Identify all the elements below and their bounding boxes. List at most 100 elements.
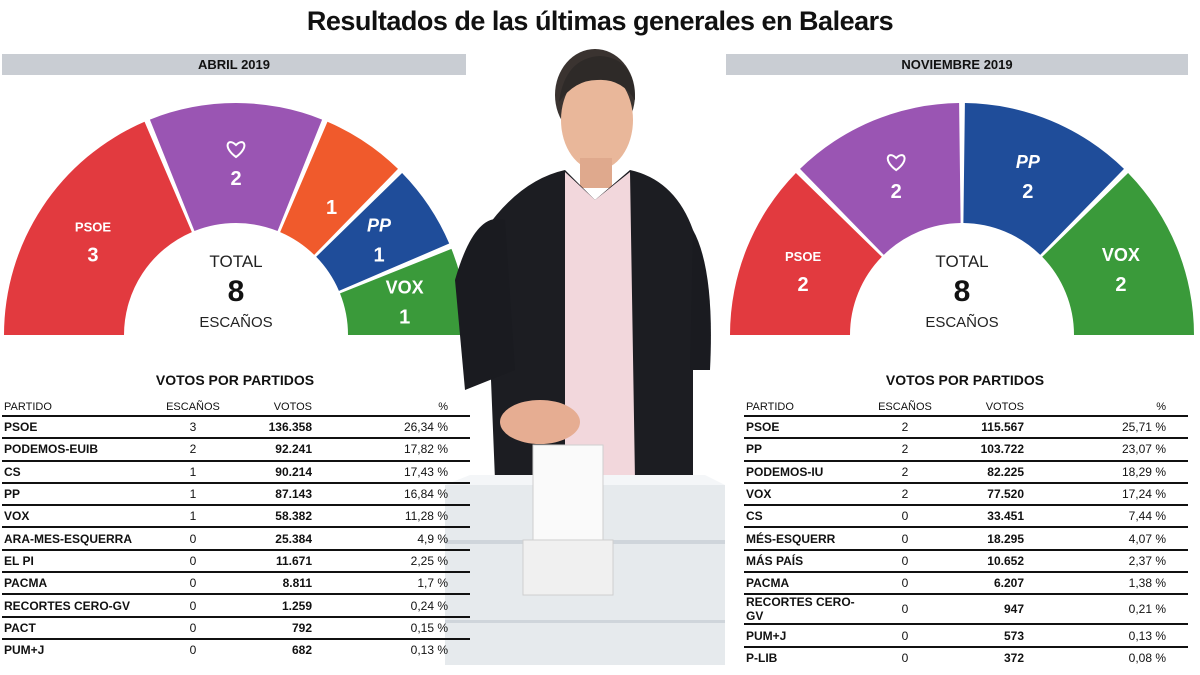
seat-segment-psoe [730, 173, 882, 335]
party-cell: PACMA [2, 571, 156, 595]
april-2019-banner: ABRIL 2019 [2, 54, 466, 75]
seat-count-label: 1 [373, 244, 384, 266]
table-row: PODEMOS-IU 2 82.225 18,29 % [744, 459, 1188, 483]
votes-cell: 11.671 [230, 548, 314, 573]
votes-cell: 947 [942, 593, 1026, 625]
seats-cell: 0 [868, 593, 942, 625]
votes-cell: 58.382 [230, 504, 314, 528]
votes-cell: 8.811 [230, 571, 314, 595]
table-row: MÁS PAÍS 0 10.652 2,37 % [744, 548, 1188, 573]
seats-cell: 2 [868, 437, 942, 461]
table-header-row: PARTIDO ESCAÑOS VOTOS % [2, 398, 470, 416]
votes-cell: 1.259 [230, 593, 314, 617]
pct-cell: 2,37 % [1026, 548, 1188, 573]
seats-column-header: ESCAÑOS [878, 400, 932, 413]
votes-cell: 573 [942, 623, 1026, 647]
table-row: ARA-MES-ESQUERRA 0 25.384 4,9 % [2, 526, 470, 550]
pct-cell: 4,9 % [314, 526, 470, 550]
votes-cell: 103.722 [942, 437, 1026, 461]
party-cell: PODEMOS-EUIB [2, 437, 156, 461]
table-header-row: PARTIDO ESCAÑOS VOTOS % [744, 398, 1188, 416]
seats-cell: 1 [156, 481, 230, 506]
pct-cell: 0,13 % [314, 637, 470, 661]
segment-label-pp: PP 1 [367, 215, 392, 266]
seats-cell: 0 [868, 526, 942, 550]
table-row: PACT 0 792 0,15 % [2, 615, 470, 639]
votes-cell: 18.295 [942, 526, 1026, 550]
table-row: RECORTES CERO-GV 0 1.259 0,24 % [2, 593, 470, 617]
party-cell: EL PI [2, 548, 156, 573]
votes-cell: 25.384 [230, 526, 314, 550]
pct-cell: 26,34 % [314, 414, 470, 439]
table-row: EL PI 0 11.671 2,25 % [2, 548, 470, 573]
pct-cell: 0,15 % [314, 615, 470, 639]
pct-cell: 0,13 % [1026, 623, 1188, 647]
segment-label-vox: VOX 2 [1102, 245, 1140, 296]
seat-count-label: 2 [891, 181, 902, 203]
party-cell: PODEMOS-IU [744, 459, 868, 483]
table-row: PACMA 0 8.811 1,7 % [2, 571, 470, 595]
table-row: Cs 1 90.214 17,43 % [2, 459, 470, 483]
vox-logo: VOX [386, 277, 424, 297]
pct-cell: 18,29 % [1026, 459, 1188, 483]
seats-label: ESCAÑOS [199, 314, 272, 331]
pct-cell: 17,24 % [1026, 481, 1188, 506]
table-row: PUM+J 0 682 0,13 % [2, 637, 470, 661]
votes-cell: 6.207 [942, 571, 1026, 595]
votes-cell: 33.451 [942, 504, 1026, 528]
pct-cell: 0,21 % [1026, 593, 1188, 625]
table-row: MÉS-ESQUERR 0 18.295 4,07 % [744, 526, 1188, 550]
table-row: VOX 2 77.520 17,24 % [744, 481, 1188, 506]
seats-cell: 0 [156, 548, 230, 573]
seat-count-label: 2 [1022, 181, 1033, 203]
table-row: VOX 1 58.382 11,28 % [2, 504, 470, 528]
votes-cell: 115.567 [942, 414, 1026, 439]
total-label: TOTAL [935, 252, 988, 271]
party-cell: P-LIB [744, 645, 868, 668]
votes-cell: 92.241 [230, 437, 314, 461]
votes-cell: 77.520 [942, 481, 1026, 506]
seats-cell: 0 [868, 645, 942, 668]
podemos-heart-icon [226, 141, 246, 159]
seats-cell: 2 [156, 437, 230, 461]
pct-cell: 4,07 % [1026, 526, 1188, 550]
votes-column-header: VOTOS [273, 400, 312, 413]
seats-cell: 1 [156, 504, 230, 528]
table-row: PODEMOS-EUIB 2 92.241 17,82 % [2, 437, 470, 461]
table-row: PSOE 2 115.567 25,71 % [744, 414, 1188, 439]
party-column-header: PARTIDO [746, 400, 794, 413]
seat-segment-psoe [4, 121, 192, 336]
segment-label-cs: 1 [325, 167, 337, 219]
segment-label-psoe: PSOE 2 [785, 249, 821, 296]
pct-cell: 2,25 % [314, 548, 470, 573]
party-cell: PSOE [2, 414, 156, 439]
total-seats-number: 8 [228, 275, 245, 308]
table-row: PUM+J 0 573 0,13 % [744, 623, 1188, 647]
seat-count-label: 3 [87, 244, 98, 266]
party-cell: PACT [2, 615, 156, 639]
pp-logo: PP [367, 215, 392, 235]
seat-segment-pp [316, 173, 450, 291]
seats-label: ESCAÑOS [925, 314, 998, 331]
votes-column-header: VOTOS [985, 400, 1024, 413]
table-row: PP 1 87.143 16,84 % [2, 481, 470, 506]
table-row: RECORTES CERO-GV 0 947 0,21 % [744, 593, 1188, 625]
podemos-heart-icon [886, 154, 906, 172]
party-cell: ARA-MES-ESQUERRA [2, 526, 156, 550]
total-label: TOTAL [209, 252, 262, 271]
psoe-logo: PSOE [75, 219, 111, 234]
seats-cell: 0 [868, 571, 942, 595]
party-cell: Cs [744, 504, 868, 528]
seat-segment-vox [1042, 173, 1194, 335]
pct-cell: 11,28 % [314, 504, 470, 528]
seats-cell: 0 [156, 615, 230, 639]
pct-cell: 7,44 % [1026, 504, 1188, 528]
party-cell: VOX [2, 504, 156, 528]
party-cell: Cs [2, 459, 156, 483]
seats-cell: 2 [868, 481, 942, 506]
pct-cell: 23,07 % [1026, 437, 1188, 461]
seats-cell: 3 [156, 414, 230, 439]
seat-segment-podemos [149, 103, 323, 231]
party-cell: RECORTES CERO-GV [2, 593, 156, 617]
